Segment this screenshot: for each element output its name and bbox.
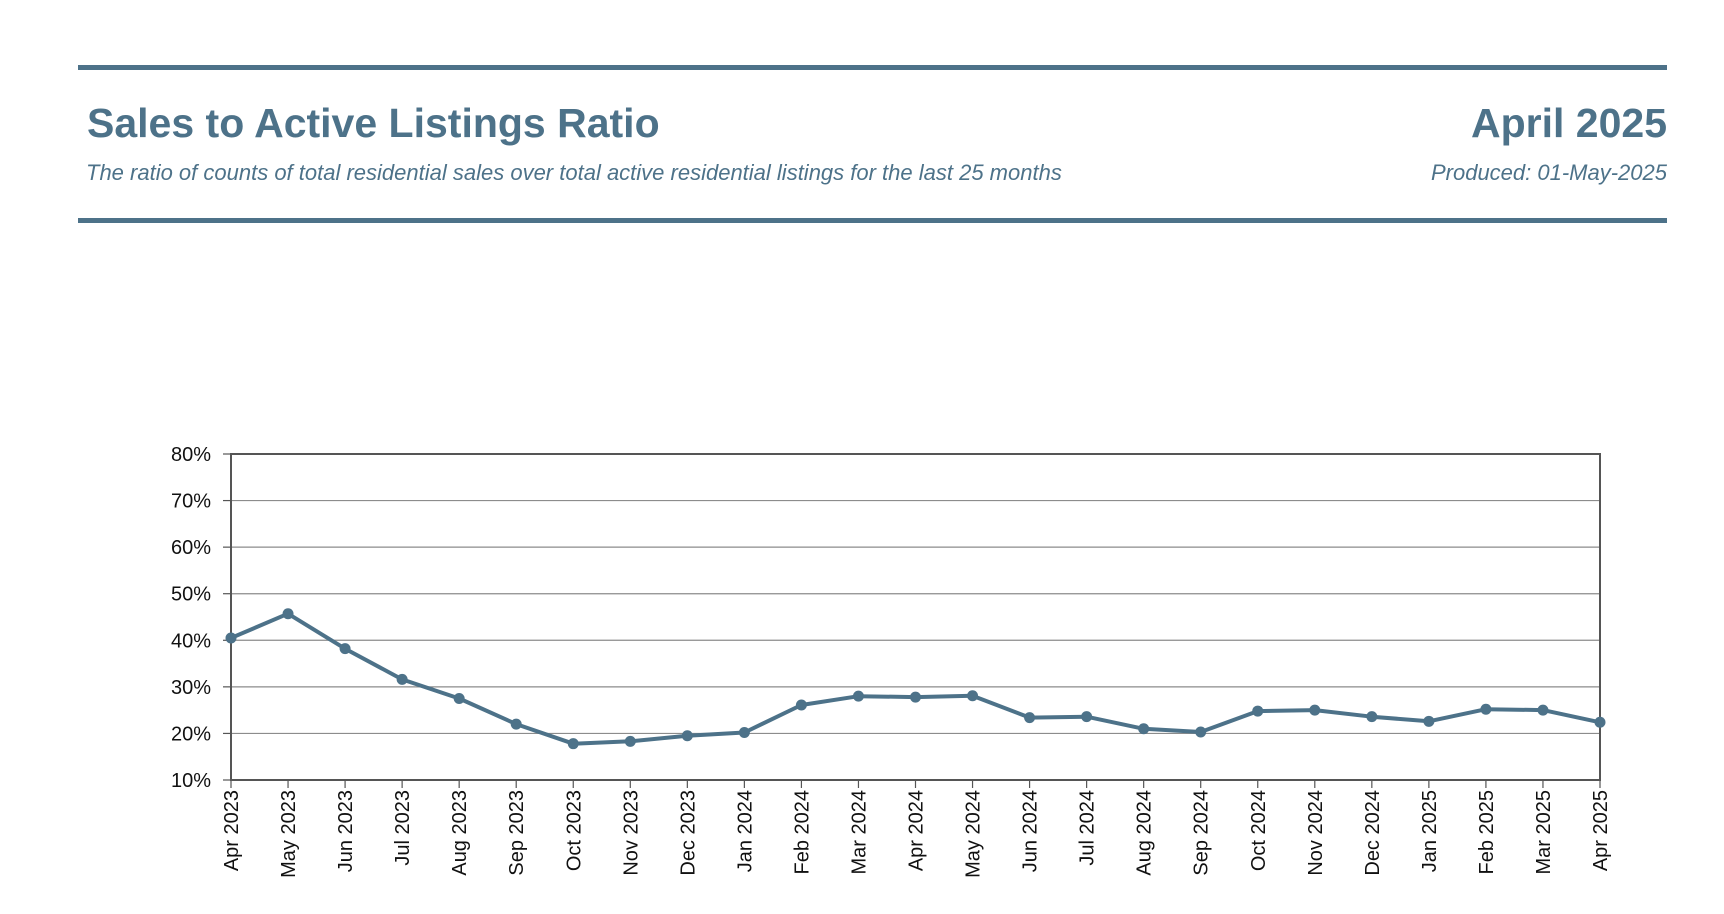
x-tick-label: Jun 2024 bbox=[1020, 790, 1042, 872]
x-tick-label: Aug 2023 bbox=[449, 790, 471, 876]
x-tick-label: Jan 2024 bbox=[734, 790, 756, 872]
x-tick-label: Nov 2023 bbox=[620, 790, 642, 876]
data-point bbox=[339, 643, 351, 655]
x-tick-label: Feb 2024 bbox=[791, 790, 813, 875]
data-point bbox=[1138, 723, 1150, 735]
plot-frame bbox=[230, 453, 1601, 781]
y-tick-label: 80% bbox=[171, 444, 211, 466]
data-point bbox=[852, 690, 864, 702]
y-tick-label: 70% bbox=[171, 491, 211, 513]
data-point bbox=[1024, 712, 1036, 724]
data-point bbox=[967, 690, 979, 702]
x-tick-label: Dec 2024 bbox=[1362, 790, 1384, 876]
report-period: April 2025 bbox=[1471, 100, 1667, 146]
x-tick-label: Oct 2023 bbox=[563, 790, 585, 871]
x-tick-label: Jul 2024 bbox=[1077, 790, 1099, 866]
data-point bbox=[453, 693, 465, 704]
x-tick-label: May 2023 bbox=[278, 790, 300, 878]
y-tick-label: 20% bbox=[171, 723, 211, 745]
data-point bbox=[910, 691, 921, 703]
x-tick-label: Sep 2023 bbox=[506, 790, 528, 876]
data-point bbox=[624, 735, 636, 747]
x-tick-label: Mar 2025 bbox=[1533, 790, 1555, 875]
x-tick-label: Oct 2024 bbox=[1248, 790, 1270, 871]
data-point bbox=[1309, 704, 1321, 716]
data-point bbox=[1252, 705, 1264, 717]
header-top-rule bbox=[78, 65, 1667, 70]
y-tick-label: 60% bbox=[171, 537, 211, 559]
y-tick-label: 30% bbox=[171, 677, 211, 699]
data-point bbox=[795, 699, 807, 711]
x-tick-label: Apr 2024 bbox=[906, 790, 928, 871]
data-point bbox=[1480, 703, 1492, 715]
x-tick-label: Feb 2025 bbox=[1476, 790, 1498, 875]
data-point bbox=[738, 726, 750, 738]
x-tick-label: Jun 2023 bbox=[335, 790, 357, 872]
data-point bbox=[1423, 715, 1435, 727]
data-point bbox=[510, 718, 522, 730]
y-tick-label: 50% bbox=[171, 584, 211, 606]
x-tick-label: Apr 2025 bbox=[1590, 790, 1612, 871]
y-tick-label: 40% bbox=[171, 630, 211, 652]
header-bottom-rule bbox=[78, 218, 1667, 223]
data-point bbox=[1195, 726, 1207, 738]
data-point bbox=[282, 608, 294, 620]
series-line bbox=[229, 611, 1602, 746]
data-point bbox=[225, 632, 237, 644]
x-tick-label: Sep 2024 bbox=[1191, 790, 1213, 876]
data-point bbox=[1594, 716, 1606, 728]
data-point bbox=[1537, 704, 1549, 716]
data-point bbox=[567, 738, 579, 750]
x-tick-label: Aug 2024 bbox=[1134, 790, 1156, 876]
data-point bbox=[1366, 711, 1378, 723]
x-tick-label: May 2024 bbox=[963, 790, 985, 878]
page-subtitle: The ratio of counts of total residential… bbox=[86, 160, 1062, 185]
x-tick-label: Nov 2024 bbox=[1305, 790, 1327, 876]
produced-date: Produced: 01-May-2025 bbox=[1430, 160, 1667, 185]
x-tick-label: Dec 2023 bbox=[677, 790, 699, 876]
x-tick-label: Mar 2024 bbox=[848, 790, 870, 875]
x-tick-label: Apr 2023 bbox=[221, 790, 243, 871]
data-point bbox=[396, 673, 408, 685]
x-tick-label: Jul 2023 bbox=[392, 790, 414, 866]
y-tick-label: 10% bbox=[171, 770, 211, 792]
data-point bbox=[681, 730, 693, 742]
x-tick-label: Jan 2025 bbox=[1419, 790, 1441, 872]
data-point bbox=[1081, 711, 1093, 723]
page-title: Sales to Active Listings Ratio bbox=[87, 100, 660, 146]
